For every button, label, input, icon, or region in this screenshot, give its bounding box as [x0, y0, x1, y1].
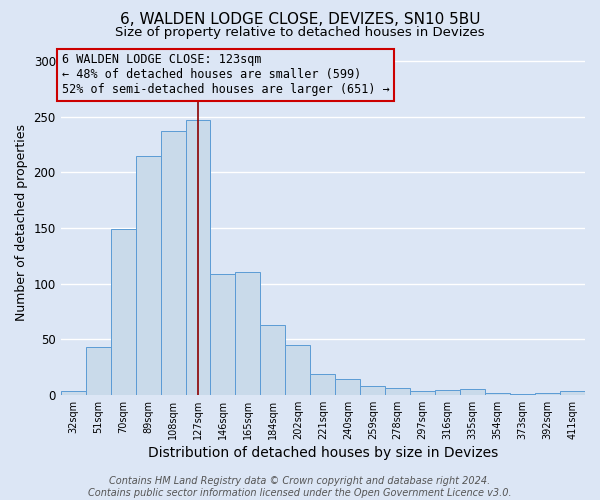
Bar	[385, 388, 410, 395]
Bar	[286, 345, 310, 395]
Bar	[161, 131, 185, 395]
Bar	[510, 394, 535, 395]
Bar	[136, 156, 161, 395]
Bar	[360, 386, 385, 395]
Bar	[335, 379, 360, 395]
Bar	[560, 392, 585, 395]
Text: 6, WALDEN LODGE CLOSE, DEVIZES, SN10 5BU: 6, WALDEN LODGE CLOSE, DEVIZES, SN10 5BU	[120, 12, 480, 28]
Bar	[86, 347, 110, 395]
Text: 6 WALDEN LODGE CLOSE: 123sqm
← 48% of detached houses are smaller (599)
52% of s: 6 WALDEN LODGE CLOSE: 123sqm ← 48% of de…	[62, 54, 389, 96]
Bar	[211, 274, 235, 395]
Bar	[435, 390, 460, 395]
Text: Size of property relative to detached houses in Devizes: Size of property relative to detached ho…	[115, 26, 485, 39]
Bar	[260, 324, 286, 395]
Bar	[235, 272, 260, 395]
Bar	[460, 390, 485, 395]
Bar	[185, 120, 211, 395]
Bar	[485, 392, 510, 395]
Bar	[110, 229, 136, 395]
Y-axis label: Number of detached properties: Number of detached properties	[15, 124, 28, 321]
X-axis label: Distribution of detached houses by size in Devizes: Distribution of detached houses by size …	[148, 446, 498, 460]
Bar	[535, 392, 560, 395]
Text: Contains HM Land Registry data © Crown copyright and database right 2024.
Contai: Contains HM Land Registry data © Crown c…	[88, 476, 512, 498]
Bar	[61, 392, 86, 395]
Bar	[310, 374, 335, 395]
Bar	[410, 392, 435, 395]
